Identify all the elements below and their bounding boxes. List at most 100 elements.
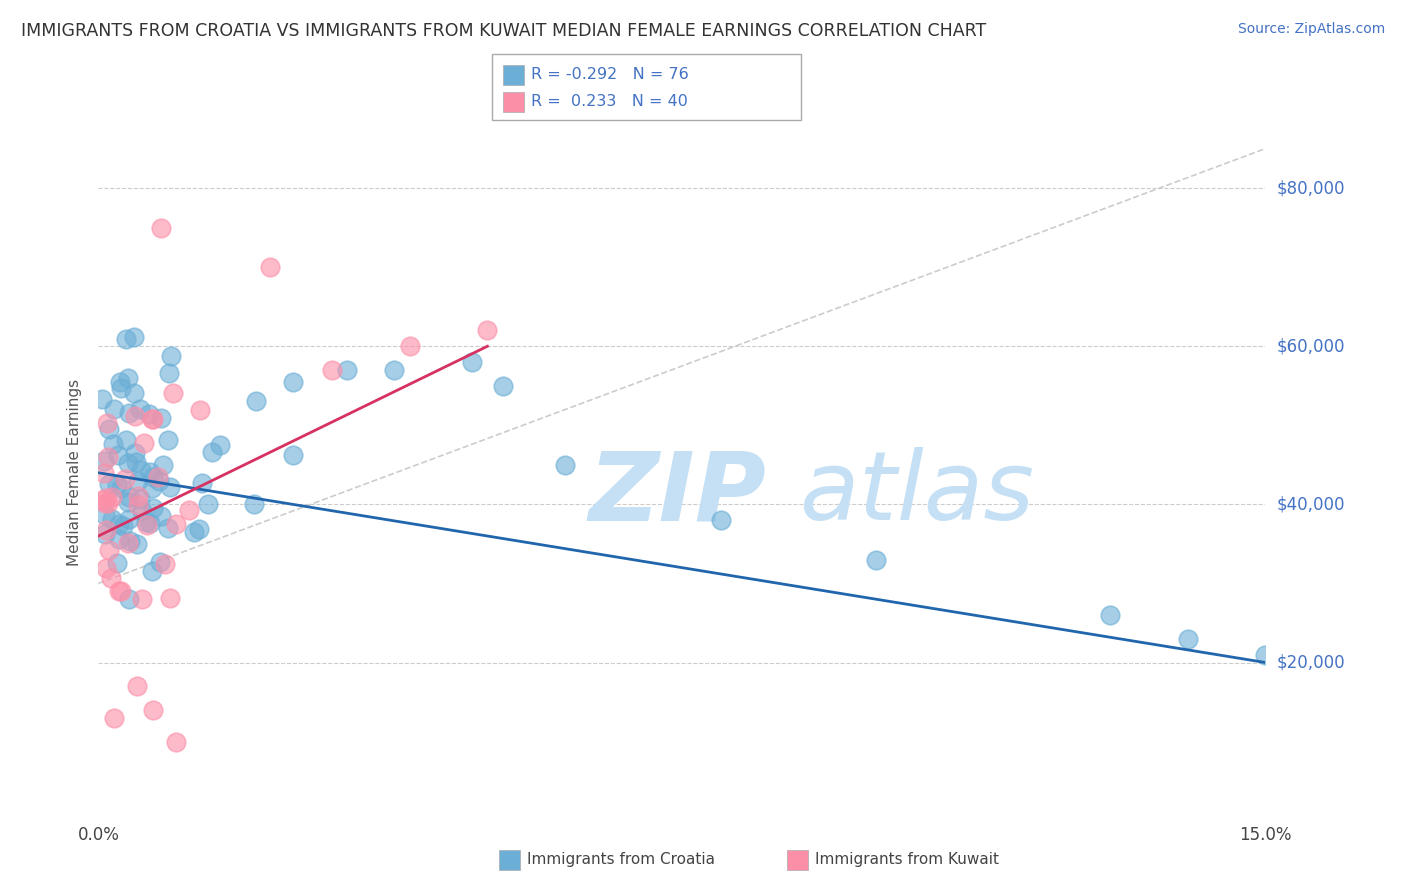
Point xyxy=(865,552,887,567)
Text: $20,000: $20,000 xyxy=(1277,654,1346,672)
Point xyxy=(96,416,118,430)
Point xyxy=(162,385,184,400)
Point xyxy=(188,522,211,536)
Point xyxy=(101,512,124,526)
Point xyxy=(179,503,201,517)
Point xyxy=(127,489,149,503)
Text: Immigrants from Kuwait: Immigrants from Kuwait xyxy=(815,853,1000,867)
Point xyxy=(94,523,117,537)
Point xyxy=(142,703,165,717)
Point xyxy=(114,333,136,347)
Point xyxy=(243,497,266,511)
Point xyxy=(150,410,173,425)
Point xyxy=(159,480,181,494)
Point xyxy=(117,456,139,470)
Point xyxy=(131,463,153,477)
Point xyxy=(159,591,181,605)
Point xyxy=(142,500,165,515)
Point xyxy=(97,477,120,491)
Point xyxy=(94,496,117,510)
Point xyxy=(138,407,160,421)
Point xyxy=(118,592,141,607)
Point xyxy=(139,466,162,480)
Point xyxy=(103,402,125,417)
Point xyxy=(124,446,146,460)
Point xyxy=(142,470,165,484)
Point xyxy=(157,434,180,448)
Point xyxy=(183,525,205,540)
Point xyxy=(117,536,139,550)
Point xyxy=(94,527,117,541)
Point xyxy=(148,555,170,569)
Text: atlas: atlas xyxy=(799,447,1033,541)
Point xyxy=(141,412,163,426)
Point xyxy=(160,349,183,363)
Point xyxy=(118,533,141,548)
Point xyxy=(336,363,359,377)
Text: $80,000: $80,000 xyxy=(1277,179,1346,197)
Point xyxy=(117,371,139,385)
Point xyxy=(91,492,114,507)
Point xyxy=(93,466,115,480)
Point xyxy=(117,495,139,509)
Point xyxy=(115,433,138,447)
Point xyxy=(245,393,267,408)
Point xyxy=(554,458,576,472)
Point xyxy=(93,454,115,468)
Point xyxy=(108,375,131,389)
Point xyxy=(1098,608,1121,623)
Point xyxy=(97,542,120,557)
Point xyxy=(188,403,211,417)
Text: $60,000: $60,000 xyxy=(1277,337,1346,355)
Point xyxy=(131,592,153,607)
Point xyxy=(197,497,219,511)
Point xyxy=(108,583,131,598)
Point xyxy=(165,516,187,531)
Point xyxy=(122,385,145,400)
Point xyxy=(153,557,176,571)
Point xyxy=(103,711,125,725)
Point xyxy=(100,571,122,585)
Point xyxy=(117,490,139,504)
Y-axis label: Median Female Earnings: Median Female Earnings xyxy=(67,379,83,566)
Text: R =  0.233   N = 40: R = 0.233 N = 40 xyxy=(531,95,689,109)
Point xyxy=(97,450,120,464)
Point xyxy=(94,491,117,506)
Point xyxy=(281,448,304,462)
Point xyxy=(107,516,129,531)
Point xyxy=(100,490,122,504)
Point xyxy=(128,492,150,507)
Point xyxy=(1177,632,1199,646)
Point xyxy=(321,363,343,377)
Point xyxy=(492,379,515,393)
Point xyxy=(461,355,484,369)
Point xyxy=(94,561,117,575)
Text: $40,000: $40,000 xyxy=(1277,495,1346,514)
Point xyxy=(107,448,129,462)
Point xyxy=(148,469,170,483)
Text: Source: ZipAtlas.com: Source: ZipAtlas.com xyxy=(1237,22,1385,37)
Point xyxy=(101,436,124,450)
Point xyxy=(110,583,132,598)
Point xyxy=(127,498,149,512)
Point xyxy=(125,455,148,469)
Point xyxy=(128,401,150,416)
Point xyxy=(127,474,149,488)
Point xyxy=(209,438,232,452)
Point xyxy=(1254,648,1277,662)
Point xyxy=(148,474,170,488)
Point xyxy=(149,220,172,235)
Point xyxy=(152,458,174,472)
Point xyxy=(259,260,281,275)
Point xyxy=(139,516,162,530)
Point xyxy=(477,323,499,337)
Point xyxy=(149,509,172,524)
Point xyxy=(201,444,224,458)
Text: Immigrants from Croatia: Immigrants from Croatia xyxy=(527,853,716,867)
Point xyxy=(97,496,120,510)
Point xyxy=(141,564,163,578)
Point xyxy=(94,508,117,522)
Point xyxy=(141,481,163,495)
Point xyxy=(134,435,156,450)
Point xyxy=(135,516,157,530)
